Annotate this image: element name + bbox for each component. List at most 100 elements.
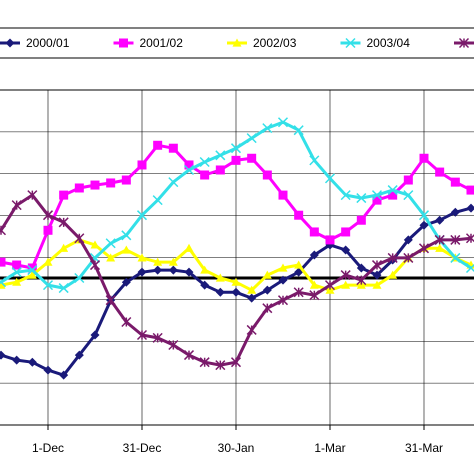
marker (43, 257, 53, 266)
marker (246, 324, 257, 335)
marker (450, 207, 460, 217)
marker (90, 180, 100, 190)
x-tick-label: 31-Mar (405, 441, 443, 455)
marker (27, 270, 37, 279)
series (0, 190, 474, 371)
marker (121, 245, 131, 254)
legend-marker (5, 38, 15, 48)
marker (341, 245, 351, 255)
legend-marker (119, 38, 128, 48)
marker (74, 183, 84, 193)
marker (74, 233, 85, 244)
marker (356, 280, 366, 289)
marker (387, 252, 398, 263)
marker (215, 273, 225, 282)
marker (293, 287, 304, 298)
marker (372, 270, 382, 280)
marker (294, 260, 304, 269)
legend-label: 2001/02 (140, 36, 184, 50)
legend-label: 2002/03 (253, 36, 297, 50)
marker (27, 263, 37, 273)
marker (418, 243, 430, 254)
marker (435, 243, 445, 252)
marker (356, 275, 367, 286)
marker (403, 175, 413, 185)
marker (466, 203, 474, 213)
marker (435, 167, 445, 177)
marker (136, 329, 148, 340)
marker (230, 357, 242, 368)
marker (309, 280, 319, 289)
marker (309, 290, 320, 301)
marker (277, 117, 289, 128)
x-tick-label: 30-Jan (218, 441, 255, 455)
marker (184, 267, 194, 277)
legend-label: 2000/01 (26, 36, 70, 50)
marker (247, 293, 257, 303)
marker (152, 195, 163, 206)
marker (199, 156, 210, 168)
x-tick-label: 1-Dec (32, 441, 64, 455)
legend-marker (458, 37, 470, 49)
marker (371, 260, 383, 271)
marker (247, 153, 257, 163)
marker (340, 270, 351, 281)
marker (262, 303, 273, 314)
marker (262, 285, 272, 295)
marker (200, 265, 210, 274)
marker (324, 173, 336, 184)
marker (341, 227, 351, 237)
marker (200, 170, 210, 180)
marker (371, 190, 383, 201)
marker (231, 277, 241, 286)
marker (105, 238, 116, 249)
marker (168, 143, 178, 153)
marker (59, 243, 69, 252)
marker (387, 185, 398, 196)
marker (42, 280, 54, 291)
marker (105, 295, 116, 306)
marker (388, 190, 398, 200)
marker (419, 220, 429, 230)
marker (0, 277, 7, 288)
marker (309, 155, 320, 166)
marker (450, 252, 461, 263)
marker (309, 227, 319, 237)
marker (419, 153, 429, 163)
marker (153, 265, 163, 275)
marker (184, 160, 194, 170)
marker (12, 260, 22, 270)
marker (183, 350, 195, 361)
marker (231, 287, 241, 297)
marker (121, 230, 132, 241)
marker (106, 178, 116, 188)
marker (43, 365, 53, 375)
marker (121, 316, 132, 328)
marker (262, 123, 273, 134)
marker (184, 243, 194, 252)
marker (293, 125, 304, 136)
marker (58, 283, 69, 294)
marker (230, 143, 242, 154)
marker (450, 177, 460, 187)
marker (168, 265, 178, 275)
marker (277, 295, 289, 306)
marker (324, 280, 336, 291)
marker (27, 265, 38, 276)
marker (356, 193, 367, 204)
marker (325, 285, 335, 294)
marker (200, 280, 210, 290)
marker (0, 225, 7, 236)
legend-marker (232, 38, 242, 47)
marker (27, 190, 38, 201)
marker (262, 170, 272, 180)
x-tick-label: 1-Mar (314, 441, 345, 455)
x-tick-label: 31-Dec (123, 441, 162, 455)
marker (403, 190, 414, 201)
marker (388, 270, 398, 279)
marker (137, 253, 147, 262)
marker (0, 350, 6, 360)
legend-label: 2003/04 (367, 36, 411, 50)
marker (278, 190, 288, 200)
marker (278, 275, 288, 285)
